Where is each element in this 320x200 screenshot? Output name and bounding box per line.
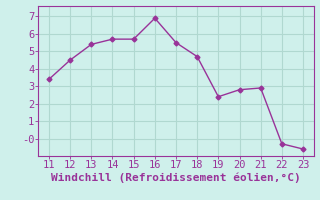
X-axis label: Windchill (Refroidissement éolien,°C): Windchill (Refroidissement éolien,°C): [51, 173, 301, 183]
